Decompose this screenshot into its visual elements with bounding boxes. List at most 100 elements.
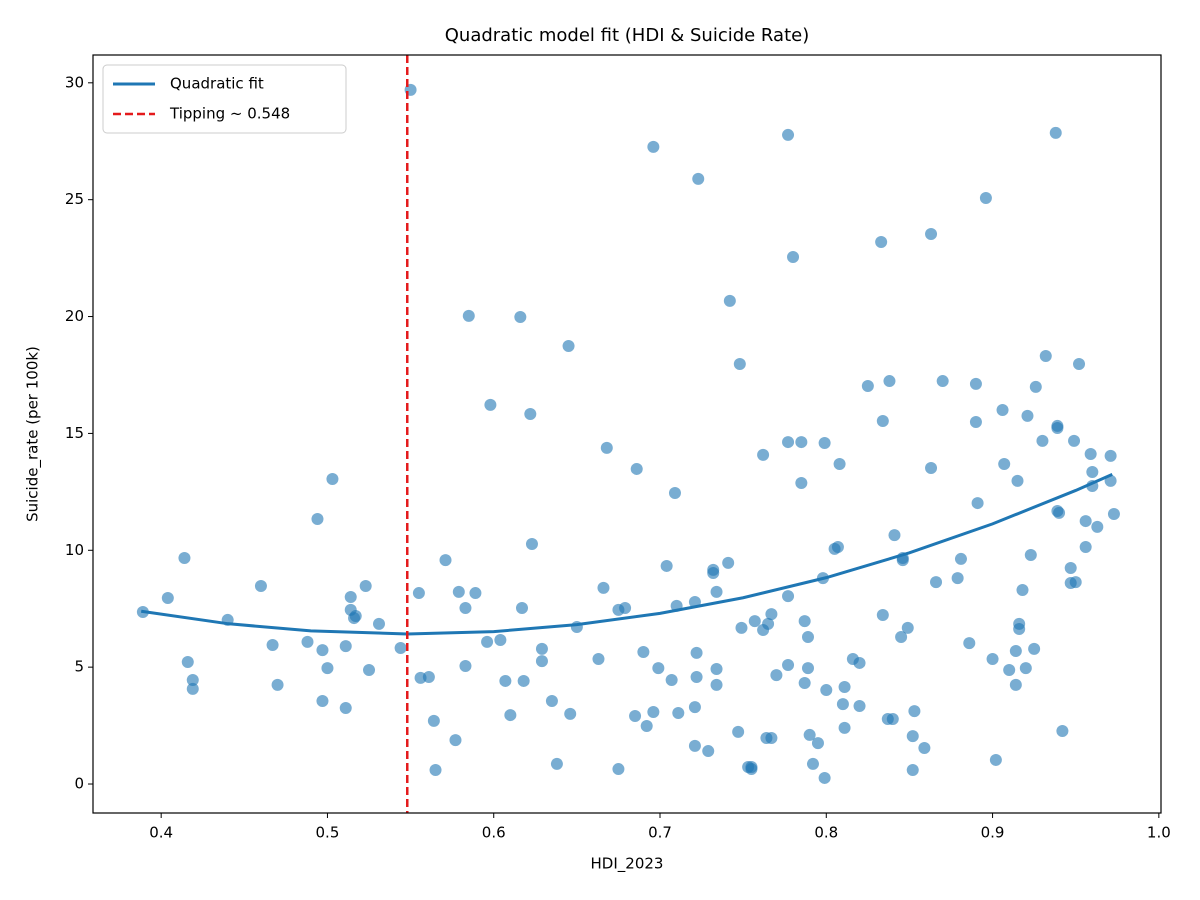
data-point: [1049, 126, 1062, 139]
data-point: [1079, 515, 1092, 528]
y-axis-label: Suicide_rate (per 100k): [24, 346, 43, 522]
data-point: [1036, 434, 1049, 447]
data-point: [801, 662, 814, 675]
data-point: [524, 408, 537, 421]
fit-line: [141, 472, 1113, 636]
data-point: [762, 617, 775, 630]
data-point: [321, 662, 334, 675]
data-point: [459, 659, 472, 672]
data-point: [906, 730, 919, 743]
legend-label: Quadratic fit: [170, 75, 264, 93]
data-point: [836, 698, 849, 711]
data-point: [748, 615, 761, 628]
data-point: [710, 678, 723, 691]
y-tick-label: 0: [74, 775, 84, 793]
y-tick-label: 25: [65, 190, 84, 208]
data-point: [722, 556, 735, 569]
data-point: [782, 659, 795, 672]
data-point: [818, 436, 831, 449]
data-point: [427, 714, 440, 727]
data-point: [499, 674, 512, 687]
data-point: [186, 674, 199, 687]
data-point: [1073, 357, 1086, 370]
x-tick-label: 1.0: [1147, 824, 1171, 842]
data-point: [592, 652, 605, 665]
data-point: [996, 404, 1009, 417]
data-point: [765, 731, 778, 744]
data-point: [1021, 409, 1034, 422]
data-point: [925, 462, 938, 475]
data-point: [918, 742, 931, 755]
data-point: [876, 609, 889, 622]
data-point: [647, 140, 660, 153]
data-point: [1009, 678, 1022, 691]
data-point: [735, 621, 748, 634]
legend-label: Tipping ~ 0.548: [169, 105, 290, 123]
data-point: [359, 580, 372, 593]
data-point: [564, 707, 577, 720]
data-point: [372, 617, 385, 630]
data-point: [647, 706, 660, 719]
data-point: [1051, 422, 1064, 435]
data-point: [1016, 584, 1029, 597]
x-tick-label: 0.4: [149, 824, 173, 842]
data-point: [908, 705, 921, 718]
data-point: [838, 681, 851, 694]
data-point: [710, 585, 723, 598]
data-point: [895, 630, 908, 643]
data-point: [787, 250, 800, 263]
legend-box: [102, 64, 347, 134]
data-point: [469, 587, 482, 600]
data-point: [702, 745, 715, 758]
data-point: [732, 725, 745, 738]
data-point: [439, 554, 452, 567]
data-point: [690, 670, 703, 683]
data-point: [266, 638, 279, 651]
data-point: [1091, 520, 1104, 533]
data-point: [969, 377, 982, 390]
data-point: [422, 670, 435, 683]
data-point: [186, 682, 199, 695]
data-point: [1039, 350, 1052, 363]
data-point: [597, 581, 610, 594]
y-tick-label: 20: [65, 307, 84, 325]
data-point: [901, 621, 914, 634]
data-point: [906, 763, 919, 776]
x-axis-label: HDI_2023: [591, 855, 664, 874]
data-point: [692, 172, 705, 185]
data-point: [688, 701, 701, 714]
data-point: [665, 674, 678, 687]
data-point: [412, 587, 425, 600]
data-point: [688, 739, 701, 752]
data-point: [629, 710, 642, 723]
data-point: [795, 436, 808, 449]
data-point: [484, 398, 497, 411]
data-point: [971, 497, 984, 510]
data-point: [979, 192, 992, 205]
data-point: [861, 379, 874, 392]
data-point: [782, 590, 795, 603]
data-point: [782, 128, 795, 141]
data-point: [494, 634, 507, 647]
data-point: [1011, 474, 1024, 487]
data-point: [394, 641, 407, 654]
data-point: [710, 663, 723, 676]
data-point: [820, 684, 833, 697]
data-point: [1079, 541, 1092, 554]
x-tick-label: 0.5: [316, 824, 340, 842]
data-point: [481, 635, 494, 648]
data-point: [770, 669, 783, 682]
data-point: [1086, 465, 1099, 478]
data-point: [535, 642, 548, 655]
data-point: [640, 720, 653, 733]
data-point: [888, 529, 901, 542]
data-point: [630, 462, 643, 475]
y-tick-label: 30: [65, 73, 84, 91]
data-point: [525, 537, 538, 550]
data-point: [1003, 663, 1016, 676]
data-point: [707, 566, 720, 579]
data-point: [883, 375, 896, 388]
data-point: [811, 737, 824, 750]
data-point: [801, 630, 814, 643]
